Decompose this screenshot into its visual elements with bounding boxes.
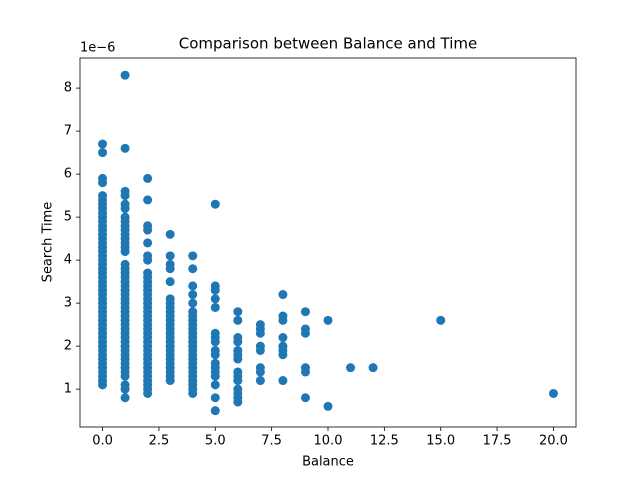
point bbox=[323, 315, 333, 325]
point bbox=[188, 298, 198, 308]
chart-title: Comparison between Balance and Time bbox=[179, 35, 478, 53]
point bbox=[233, 376, 243, 386]
y-axis-label: Search Time bbox=[41, 202, 56, 283]
x-axis-label: Balance bbox=[302, 455, 354, 470]
point bbox=[143, 388, 153, 398]
point bbox=[233, 397, 243, 407]
point bbox=[143, 238, 153, 248]
y-tick-label: 6 bbox=[64, 167, 72, 182]
point bbox=[255, 367, 265, 377]
point bbox=[165, 277, 175, 287]
y-tick-label: 1 bbox=[64, 382, 72, 397]
point bbox=[300, 367, 310, 377]
point bbox=[300, 393, 310, 403]
x-tick-label: 5.0 bbox=[205, 434, 226, 449]
point bbox=[120, 143, 130, 153]
point bbox=[210, 393, 220, 403]
point bbox=[210, 337, 220, 347]
y-tick-label: 2 bbox=[64, 339, 72, 354]
point bbox=[210, 199, 220, 209]
point bbox=[300, 328, 310, 338]
x-tick-label: 20.0 bbox=[539, 434, 568, 449]
point bbox=[210, 380, 220, 390]
point bbox=[233, 315, 243, 325]
point bbox=[346, 363, 356, 373]
point bbox=[210, 285, 220, 295]
x-tick-label: 17.5 bbox=[483, 434, 512, 449]
point bbox=[233, 354, 243, 364]
x-tick-label: 2.5 bbox=[149, 434, 170, 449]
y-offset-label: 1e−6 bbox=[80, 41, 115, 56]
point bbox=[210, 371, 220, 381]
y-tick-label: 3 bbox=[64, 296, 72, 311]
point bbox=[188, 281, 198, 291]
x-tick-label: 0.0 bbox=[92, 434, 113, 449]
point bbox=[120, 70, 130, 80]
point bbox=[278, 333, 288, 343]
point bbox=[188, 388, 198, 398]
point bbox=[120, 393, 130, 403]
x-tick-label: 7.5 bbox=[261, 434, 282, 449]
point bbox=[143, 195, 153, 205]
point bbox=[120, 191, 130, 201]
point bbox=[210, 350, 220, 360]
point bbox=[210, 406, 220, 416]
point bbox=[188, 290, 198, 300]
point bbox=[255, 345, 265, 355]
point bbox=[120, 371, 130, 381]
point bbox=[165, 251, 175, 261]
x-tick-label: 15.0 bbox=[426, 434, 455, 449]
y-tick-label: 4 bbox=[64, 253, 72, 268]
point bbox=[436, 315, 446, 325]
point bbox=[98, 148, 108, 158]
axes-frame bbox=[79, 57, 577, 428]
x-tick-label: 12.5 bbox=[370, 434, 399, 449]
point bbox=[278, 315, 288, 325]
point bbox=[98, 178, 108, 188]
point bbox=[233, 307, 243, 317]
point bbox=[255, 376, 265, 386]
point bbox=[368, 363, 378, 373]
point bbox=[98, 380, 108, 390]
x-tick-label: 10.0 bbox=[314, 434, 343, 449]
point bbox=[278, 350, 288, 360]
point bbox=[143, 255, 153, 265]
point bbox=[188, 251, 198, 261]
point bbox=[300, 307, 310, 317]
y-tick-label: 5 bbox=[64, 210, 72, 225]
point bbox=[143, 173, 153, 183]
point bbox=[165, 229, 175, 239]
point bbox=[278, 290, 288, 300]
point bbox=[278, 376, 288, 386]
point bbox=[120, 204, 130, 214]
point bbox=[143, 225, 153, 235]
point bbox=[210, 302, 220, 312]
point bbox=[210, 294, 220, 304]
y-tick-label: 8 bbox=[64, 81, 72, 96]
y-tick-label: 7 bbox=[64, 124, 72, 139]
point bbox=[233, 337, 243, 347]
point bbox=[165, 376, 175, 386]
point bbox=[120, 384, 130, 394]
point bbox=[98, 139, 108, 149]
point bbox=[548, 388, 558, 398]
point bbox=[165, 264, 175, 274]
point bbox=[188, 264, 198, 274]
point bbox=[120, 247, 130, 257]
point bbox=[255, 328, 265, 338]
point bbox=[323, 401, 333, 411]
